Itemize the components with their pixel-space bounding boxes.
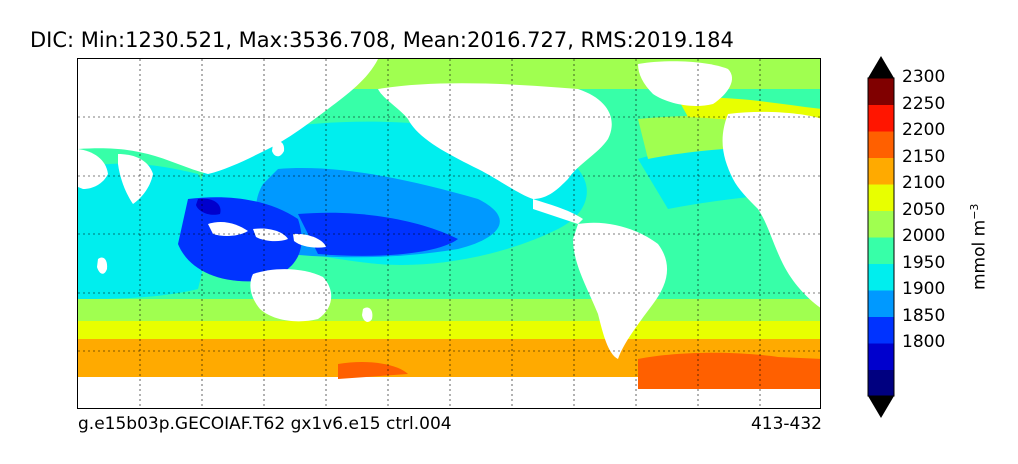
- colorbar-segment: [868, 104, 894, 132]
- colorbar-tick-label: 2200: [902, 120, 946, 140]
- pacific-deep-blue: [298, 212, 458, 256]
- units-text: mmol m: [969, 219, 990, 290]
- colorbar: [867, 56, 895, 418]
- colorbar-segment: [868, 131, 894, 158]
- colorbar-segment: [868, 343, 894, 370]
- colorbar-extend-min: [868, 396, 894, 418]
- colorbar-outline: [867, 77, 895, 397]
- europe-africa: [722, 111, 820, 308]
- borneo: [253, 228, 288, 242]
- asia: [78, 59, 378, 174]
- southern-band-orange-2: [78, 359, 820, 379]
- greenland: [638, 61, 733, 106]
- colorbar-tick-label: 1900: [902, 279, 946, 299]
- case-name: g.e15b03p.GECOIAF.T62 gx1v6.e15 ctrl.004: [78, 414, 452, 434]
- north-america: [378, 83, 612, 199]
- new-guinea: [293, 233, 326, 248]
- ross-red: [338, 362, 408, 379]
- colorbar-segment: [868, 263, 894, 291]
- units-exponent: −3: [968, 203, 981, 220]
- map-frame: [77, 58, 821, 409]
- colorbar-segment: [868, 369, 894, 397]
- colorbar-tick-label: 2250: [902, 93, 946, 114]
- colorbar-segment: [868, 237, 894, 264]
- antarctica: [78, 377, 820, 408]
- australia: [250, 269, 332, 322]
- colorbar-segment: [868, 290, 894, 317]
- colorbar-segment: [868, 210, 894, 238]
- weddell-red: [638, 352, 820, 389]
- new-zealand: [362, 307, 373, 322]
- colorbar-tick-label: 2050: [902, 199, 946, 220]
- colorbar-units: mmol m−3: [968, 204, 990, 290]
- indonesia-island: [208, 221, 248, 236]
- central-america: [533, 199, 583, 224]
- south-america: [573, 222, 668, 359]
- japan: [272, 141, 285, 157]
- colorbar-tick-label: 1950: [902, 252, 946, 273]
- colorbar-tick-label: 1800: [902, 332, 946, 352]
- colorbar-extend-max: [868, 56, 894, 78]
- map-title: DIC: Min:1230.521, Max:3536.708, Mean:20…: [30, 28, 734, 52]
- madagascar: [97, 257, 108, 274]
- arabia: [78, 149, 108, 189]
- colorbar-segment: [868, 78, 894, 105]
- colorbar-tick-label: 2300: [902, 67, 946, 87]
- colorbar-segment: [868, 316, 894, 344]
- year-range: 413-432: [750, 414, 822, 434]
- colorbar-segment: [868, 184, 894, 211]
- india: [118, 154, 153, 204]
- dic-map: [78, 59, 820, 408]
- indian-cyan: [78, 163, 210, 299]
- colorbar-segment: [868, 157, 894, 185]
- colorbar-tick-label: 2000: [902, 226, 946, 246]
- southern-band-orange: [78, 339, 820, 364]
- colorbar-tick-label: 1850: [902, 305, 946, 326]
- warm-pool-blue: [178, 197, 302, 282]
- colorbar-tick-label: 2150: [902, 146, 946, 167]
- graticule: [78, 59, 820, 408]
- colorbar-tick-label: 2100: [902, 173, 946, 193]
